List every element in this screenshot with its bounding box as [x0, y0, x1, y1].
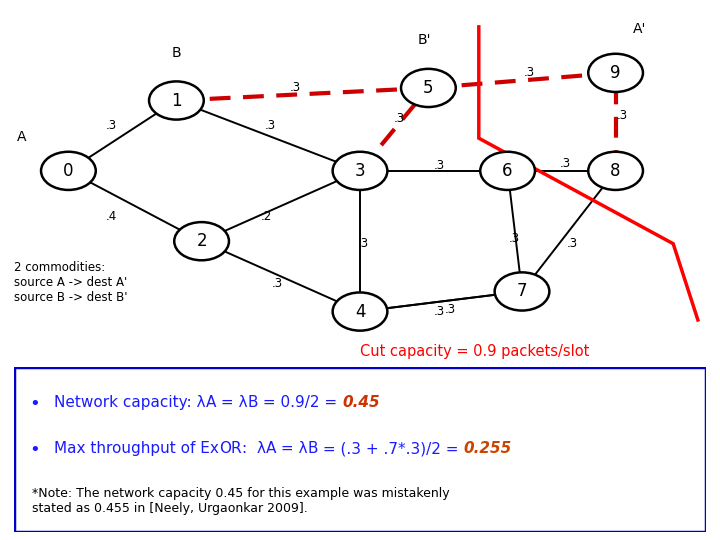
Text: A: A: [266, 441, 276, 456]
Text: 5: 5: [423, 79, 433, 97]
Circle shape: [333, 293, 387, 330]
Text: .3: .3: [523, 66, 535, 79]
Text: 0.45: 0.45: [343, 395, 380, 410]
Text: .3: .3: [106, 119, 117, 132]
Circle shape: [588, 152, 643, 190]
Text: *Note: The network capacity 0.45 for this example was mistakenly
stated as 0.455: *Note: The network capacity 0.45 for thi…: [32, 488, 449, 516]
Text: 0.255: 0.255: [464, 441, 512, 456]
Text: .3: .3: [567, 237, 578, 250]
Circle shape: [480, 152, 535, 190]
Text: A': A': [633, 22, 646, 36]
Text: OR: OR: [220, 441, 242, 456]
Text: .3: .3: [264, 119, 276, 132]
Text: 8: 8: [611, 162, 621, 180]
Text: 1: 1: [171, 91, 181, 110]
Circle shape: [41, 152, 96, 190]
Text: 7: 7: [517, 282, 527, 300]
Text: 2: 2: [197, 232, 207, 250]
Text: .3: .3: [271, 278, 283, 291]
Text: = λ: = λ: [217, 395, 248, 410]
Text: .3: .3: [617, 109, 629, 122]
Circle shape: [174, 222, 229, 260]
Circle shape: [333, 152, 387, 190]
Text: .3: .3: [433, 159, 445, 172]
Text: .2: .2: [261, 210, 272, 222]
FancyBboxPatch shape: [14, 367, 706, 532]
Text: B: B: [248, 395, 258, 410]
Circle shape: [588, 54, 643, 92]
Text: B: B: [307, 441, 318, 456]
Text: 2 commodities:
source A -> dest A'
source B -> dest B': 2 commodities: source A -> dest A' sourc…: [14, 261, 128, 305]
Text: 6: 6: [503, 162, 513, 180]
Text: .3: .3: [289, 82, 301, 94]
Text: .3: .3: [433, 305, 445, 318]
Text: = (.3 + .7*.3)/2 =: = (.3 + .7*.3)/2 =: [318, 441, 464, 456]
Text: B': B': [418, 33, 431, 47]
Circle shape: [401, 69, 456, 107]
Text: A: A: [17, 130, 27, 144]
Text: Cut capacity = 0.9 packets/slot: Cut capacity = 0.9 packets/slot: [360, 344, 590, 359]
Text: .4: .4: [106, 210, 117, 222]
Text: 4: 4: [355, 302, 365, 321]
Text: 9: 9: [611, 64, 621, 82]
Text: A: A: [206, 395, 217, 410]
Text: .3: .3: [509, 232, 521, 245]
Text: Network capacity: λ: Network capacity: λ: [55, 395, 206, 410]
Circle shape: [149, 82, 204, 119]
Circle shape: [495, 272, 549, 310]
Text: 0: 0: [63, 162, 73, 180]
Text: 3: 3: [355, 162, 365, 180]
Text: .3: .3: [358, 237, 369, 250]
Text: .3: .3: [394, 112, 405, 125]
Text: B: B: [171, 46, 181, 60]
Text: Max throughput of Ex: Max throughput of Ex: [55, 441, 220, 456]
Text: .3: .3: [559, 157, 571, 170]
Text: :  λ: : λ: [242, 441, 266, 456]
Text: = λ: = λ: [276, 441, 307, 456]
Text: = 0.9/2 =: = 0.9/2 =: [258, 395, 343, 410]
Text: .3: .3: [444, 302, 456, 315]
Text: •: •: [30, 395, 40, 413]
Text: •: •: [30, 441, 40, 460]
